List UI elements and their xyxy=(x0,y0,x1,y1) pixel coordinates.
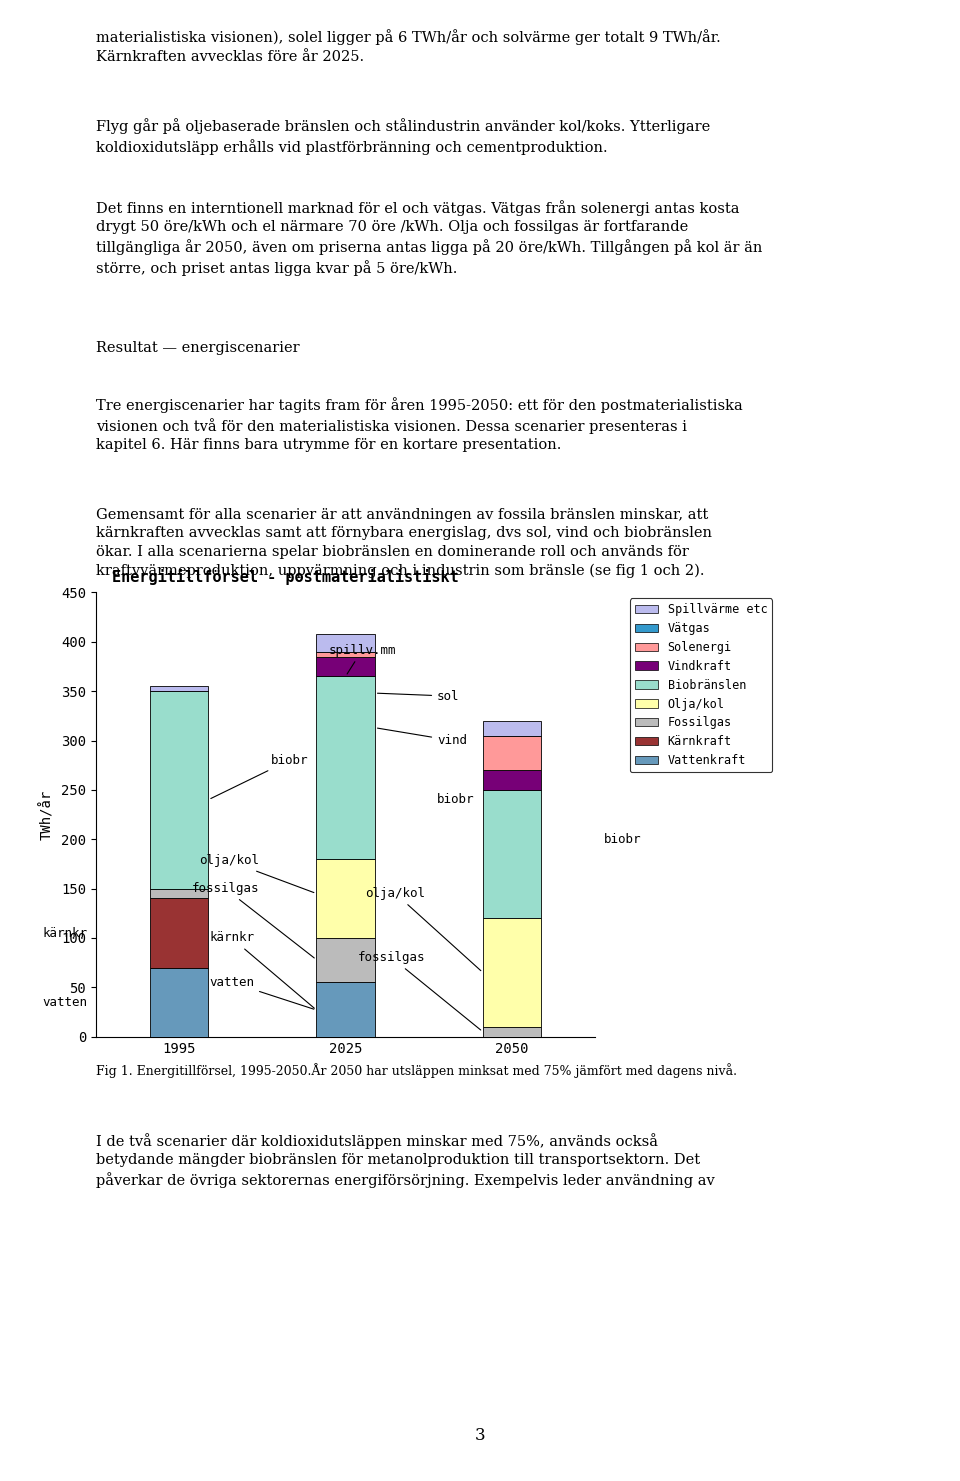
Text: Energitillförsel - postmaterialistiskt: Energitillförsel - postmaterialistiskt xyxy=(112,569,459,585)
Bar xyxy=(483,789,541,918)
Text: I de två scenarier där koldioxidutsläppen minskar med 75%, används också
betydan: I de två scenarier där koldioxidutsläppe… xyxy=(96,1133,715,1188)
Text: vatten: vatten xyxy=(209,976,314,1009)
Bar xyxy=(483,721,541,736)
Text: biobr: biobr xyxy=(437,794,474,806)
Bar xyxy=(483,736,541,770)
Bar xyxy=(317,859,374,937)
Text: Flyg går på oljebaserade bränslen och stålindustrin använder kol/koks. Ytterliga: Flyg går på oljebaserade bränslen och st… xyxy=(96,118,710,156)
Bar xyxy=(483,1026,541,1037)
Text: biobr: biobr xyxy=(604,832,641,846)
Bar xyxy=(483,918,541,1026)
Legend: Spillvärme etc, Vätgas, Solenergi, Vindkraft, Biobränslen, Olja/kol, Fossilgas, : Spillvärme etc, Vätgas, Solenergi, Vindk… xyxy=(630,598,772,772)
Text: Tre energiscenarier har tagits fram för åren 1995-2050: ett för den postmaterial: Tre energiscenarier har tagits fram för … xyxy=(96,397,743,452)
Bar xyxy=(150,686,208,692)
Text: vatten: vatten xyxy=(42,995,87,1009)
Bar xyxy=(317,656,374,677)
Bar xyxy=(317,677,374,859)
Text: sol: sol xyxy=(377,690,460,702)
Text: fossilgas: fossilgas xyxy=(358,951,481,1029)
Y-axis label: TWh/år: TWh/år xyxy=(39,789,54,840)
Text: Fig 1. Energitillförsel, 1995-2050.År 2050 har utsläppen minksat med 75% jämfört: Fig 1. Energitillförsel, 1995-2050.År 20… xyxy=(96,1063,737,1078)
Text: 3: 3 xyxy=(474,1428,486,1444)
Bar xyxy=(150,967,208,1037)
Bar xyxy=(317,634,374,652)
Bar xyxy=(317,982,374,1037)
Bar xyxy=(150,899,208,967)
Text: biobr: biobr xyxy=(211,754,308,798)
Text: Det finns en interntionell marknad för el och vätgas. Vätgas från solenergi anta: Det finns en interntionell marknad för e… xyxy=(96,200,762,277)
Bar xyxy=(317,937,374,982)
Bar xyxy=(150,889,208,899)
Text: materialistiska visionen), solel ligger på 6 TWh/år och solvärme ger totalt 9 TW: materialistiska visionen), solel ligger … xyxy=(96,30,721,64)
Text: Resultat — energiscenarier: Resultat — energiscenarier xyxy=(96,341,300,354)
Bar xyxy=(150,692,208,889)
Text: olja/kol: olja/kol xyxy=(199,855,314,893)
Text: olja/kol: olja/kol xyxy=(366,887,481,970)
Text: spillv.mm: spillv.mm xyxy=(328,644,396,674)
Text: vind: vind xyxy=(377,729,468,746)
Text: fossilgas: fossilgas xyxy=(192,883,314,958)
Bar xyxy=(483,770,541,789)
Text: kärnkr: kärnkr xyxy=(42,927,87,939)
Text: Gemensamt för alla scenarier är att användningen av fossila bränslen minskar, at: Gemensamt för alla scenarier är att anvä… xyxy=(96,508,712,578)
Text: kärnkr: kärnkr xyxy=(209,932,314,1009)
Bar xyxy=(317,652,374,656)
